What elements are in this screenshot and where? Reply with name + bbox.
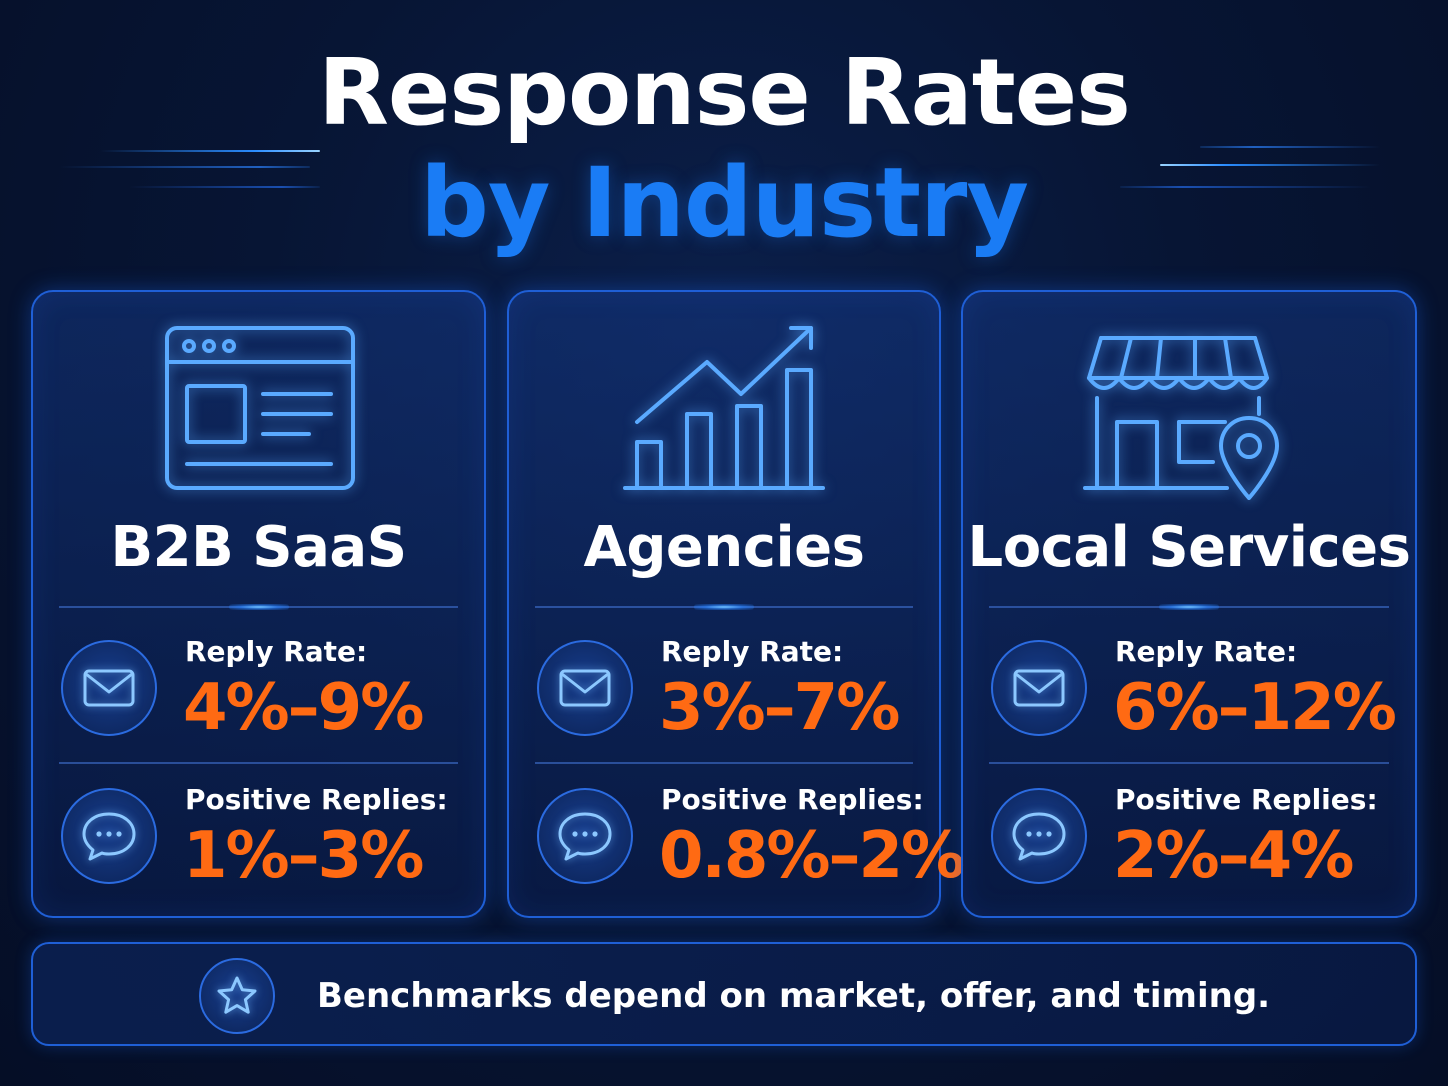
positive-replies-value: 0.8%–2% bbox=[659, 819, 965, 893]
divider bbox=[535, 604, 913, 610]
storefront-location-icon bbox=[1083, 336, 1279, 500]
decorative-glow-lines-left bbox=[40, 140, 320, 200]
card-title: Agencies bbox=[583, 515, 865, 580]
divider bbox=[989, 762, 1389, 764]
reply-rate-value: 3%–7% bbox=[659, 671, 900, 745]
chat-bubble-icon bbox=[1012, 812, 1066, 861]
reply-rate-label: Reply Rate: bbox=[185, 635, 368, 668]
divider bbox=[59, 762, 458, 764]
star-icon bbox=[217, 976, 257, 1014]
card-title: B2B SaaS bbox=[110, 515, 407, 580]
reply-rate-value: 6%–12% bbox=[1113, 671, 1397, 745]
title-line-1: Response Rates bbox=[318, 39, 1131, 146]
reply-rate-row: Reply Rate: 6%–12% bbox=[991, 634, 1397, 745]
positive-replies-row: Positive Replies: 1%–3% bbox=[61, 782, 464, 893]
footer-note-text: Benchmarks depend on market, offer, and … bbox=[317, 976, 1271, 1016]
positive-replies-value: 2%–4% bbox=[1113, 819, 1354, 893]
reply-rate-row: Reply Rate: 4%–9% bbox=[61, 634, 464, 745]
card-agencies: Agencies Reply Rate: 3%–7% Positive Repl… bbox=[507, 290, 965, 918]
reply-rate-label: Reply Rate: bbox=[661, 635, 844, 668]
page-title: Response Rates by Industry bbox=[0, 38, 1448, 258]
card-title: Local Services bbox=[967, 515, 1411, 580]
positive-replies-row: Positive Replies: 0.8%–2% bbox=[537, 782, 965, 893]
envelope-icon bbox=[83, 669, 135, 707]
positive-replies-value: 1%–3% bbox=[183, 819, 424, 893]
card-local-services: Local Services Reply Rate: 6%–12% Positi… bbox=[961, 290, 1417, 918]
title-line-2: by Industry bbox=[420, 147, 1029, 259]
card-b2b-saas: B2B SaaS Reply Rate: 4%–9% Positive Repl… bbox=[31, 290, 486, 918]
reply-rate-row: Reply Rate: 3%–7% bbox=[537, 634, 919, 745]
envelope-icon bbox=[1013, 669, 1065, 707]
divider bbox=[989, 604, 1389, 610]
chat-bubble-icon bbox=[82, 812, 136, 861]
divider bbox=[59, 604, 458, 610]
reply-rate-value: 4%–9% bbox=[183, 671, 424, 745]
envelope-icon bbox=[559, 669, 611, 707]
divider bbox=[535, 762, 913, 764]
positive-replies-label: Positive Replies: bbox=[1115, 783, 1378, 816]
decorative-glow-lines-right bbox=[1120, 140, 1400, 200]
reply-rate-label: Reply Rate: bbox=[1115, 635, 1298, 668]
positive-replies-label: Positive Replies: bbox=[661, 783, 924, 816]
growth-chart-icon bbox=[623, 326, 825, 490]
footer-note-bar: Benchmarks depend on market, offer, and … bbox=[31, 942, 1417, 1046]
positive-replies-label: Positive Replies: bbox=[185, 783, 448, 816]
chat-bubble-icon bbox=[558, 812, 612, 861]
browser-window-icon bbox=[164, 326, 355, 490]
positive-replies-row: Positive Replies: 2%–4% bbox=[991, 782, 1395, 893]
